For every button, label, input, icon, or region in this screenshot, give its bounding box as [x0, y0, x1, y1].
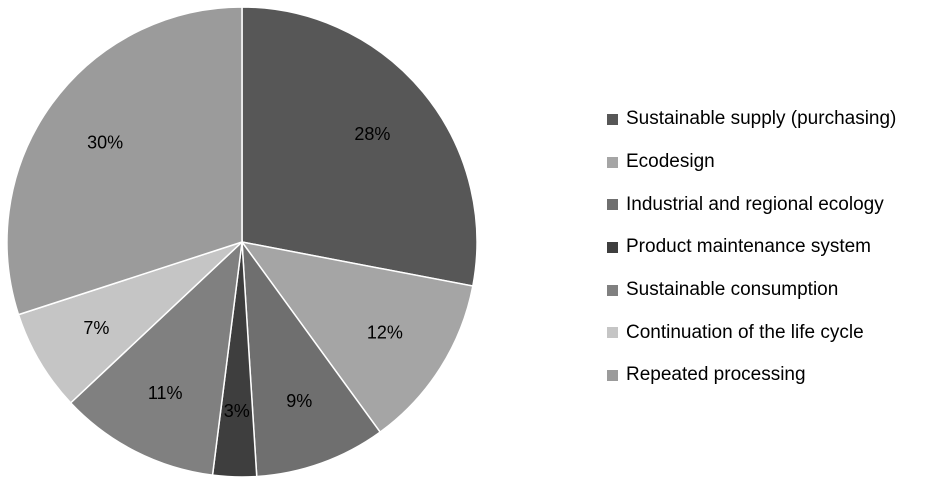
- pie-slice: [17, 241, 243, 404]
- pie-slice: [240, 240, 474, 434]
- legend-label: Continuation of the life cycle: [626, 321, 864, 343]
- legend-item: Repeated processing: [607, 354, 896, 397]
- pie-slice: [241, 6, 478, 287]
- legend-swatch: [607, 284, 618, 296]
- slice-data-label: 30%: [87, 133, 123, 153]
- slice-data-label: 11%: [148, 383, 183, 403]
- legend-item: Continuation of the life cycle: [607, 311, 896, 354]
- legend-label: Repeated processing: [626, 364, 806, 386]
- pie-plot-area: 28% 12% 9% 3% 11% 7% 30%: [6, 6, 478, 478]
- legend-label: Industrial and regional ecology: [626, 193, 884, 215]
- legend-item: Product maintenance system: [607, 226, 896, 269]
- legend-swatch: [607, 156, 618, 168]
- pie-slice: [241, 239, 382, 478]
- legend-swatch: [607, 199, 618, 211]
- slice-data-label: 3%: [224, 401, 250, 421]
- slice-data-label: 12%: [367, 323, 403, 343]
- legend-swatch: [607, 113, 618, 125]
- legend-label: Sustainable consumption: [626, 279, 839, 301]
- legend-item: Industrial and regional ecology: [607, 183, 896, 226]
- legend-item: Sustainable consumption: [607, 269, 896, 312]
- legend-swatch: [607, 241, 618, 253]
- legend-label: Sustainable supply (purchasing): [626, 108, 897, 130]
- pie-slice: [6, 6, 243, 316]
- pie-slices: [6, 6, 478, 478]
- slice-data-label: 7%: [83, 318, 109, 338]
- legend-swatch: [607, 327, 618, 339]
- legend-item: Ecodesign: [607, 141, 896, 184]
- pie-slice: [69, 240, 244, 476]
- pie-data-labels: 28% 12% 9% 3% 11% 7% 30%: [83, 124, 403, 421]
- slice-data-label: 28%: [354, 124, 390, 144]
- chart-legend: Sustainable supply (purchasing) Ecodesign…: [607, 98, 896, 397]
- legend-label: Product maintenance system: [626, 236, 872, 258]
- legend-swatch: [607, 369, 618, 381]
- legend-label: Ecodesign: [626, 151, 715, 173]
- legend-item: Sustainable supply (purchasing): [607, 98, 896, 141]
- slice-data-label: 9%: [286, 391, 312, 411]
